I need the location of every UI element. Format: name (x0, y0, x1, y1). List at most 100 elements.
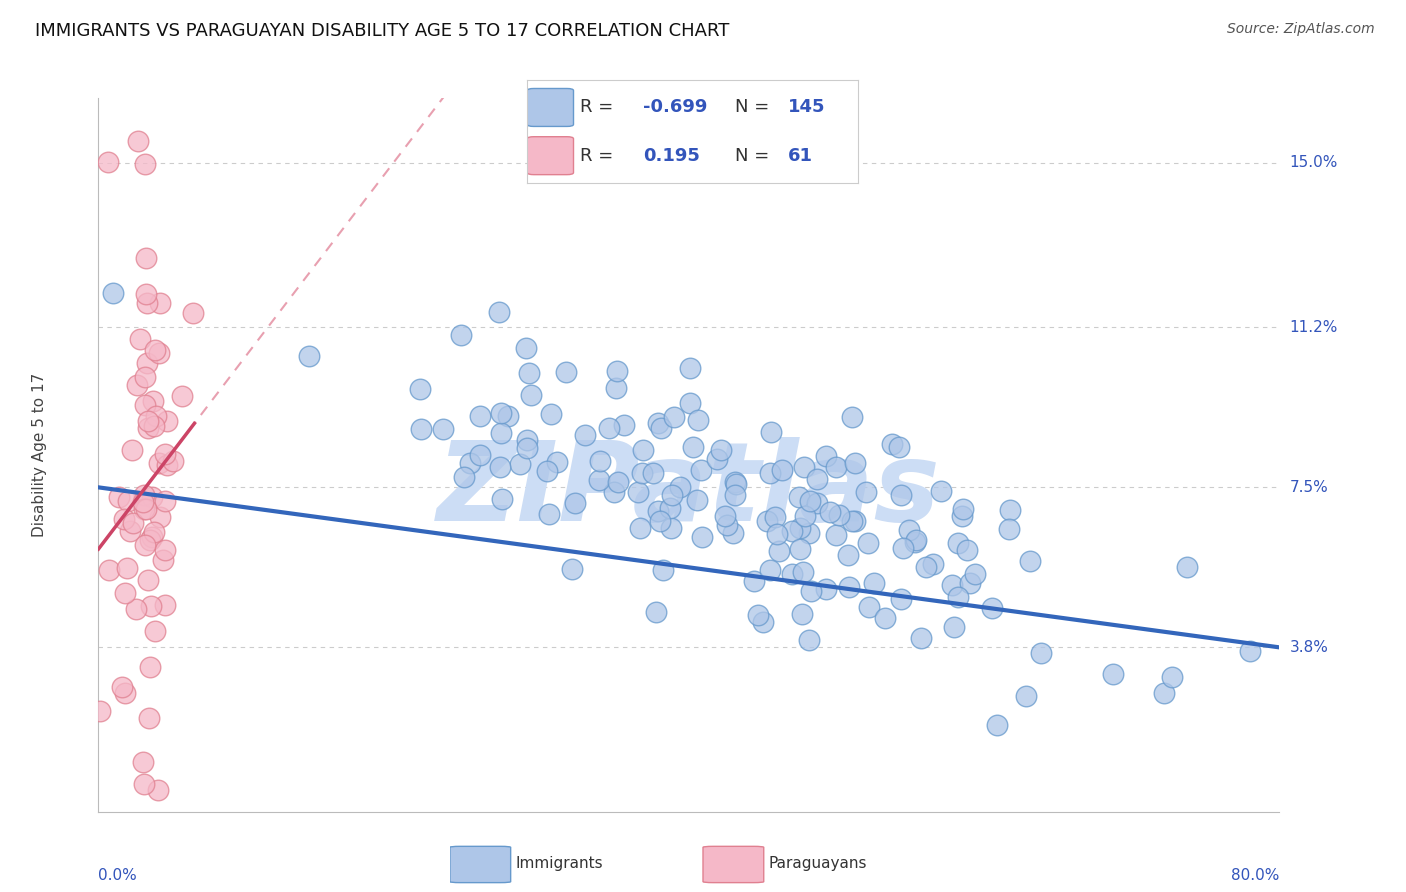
Text: ZIPatlas: ZIPatlas (437, 437, 941, 544)
Text: N =: N = (735, 98, 775, 117)
Point (793, 508, 815, 523)
Point (606, 363, 628, 377)
Point (725, 477, 748, 491)
Point (1175, 560, 1198, 574)
Point (135, 251, 157, 265)
Point (468, 448, 491, 462)
Point (844, 456, 866, 470)
Text: 0.0%: 0.0% (98, 868, 138, 883)
Point (516, 442, 538, 456)
Point (647, 417, 669, 431)
Point (537, 507, 560, 521)
Point (1015, 689, 1038, 703)
Point (132, 501, 155, 516)
Text: N =: N = (735, 146, 775, 165)
Point (959, 575, 981, 590)
Point (153, 446, 176, 460)
Point (143, 418, 166, 433)
Point (491, 491, 513, 506)
Point (125, 602, 148, 616)
Point (645, 606, 668, 620)
FancyBboxPatch shape (527, 88, 574, 127)
Point (747, 607, 769, 622)
Point (789, 542, 811, 557)
Point (768, 544, 790, 558)
Point (659, 520, 682, 534)
Text: 80.0%: 80.0% (1232, 868, 1279, 883)
Point (458, 457, 481, 471)
Point (564, 496, 586, 510)
Point (605, 381, 627, 395)
Point (603, 485, 626, 500)
FancyBboxPatch shape (703, 847, 763, 883)
Point (690, 530, 713, 544)
Point (141, 530, 163, 544)
Point (149, 510, 172, 524)
Point (588, 453, 610, 467)
Point (141, 490, 163, 504)
FancyBboxPatch shape (527, 136, 574, 175)
Point (758, 466, 780, 480)
Point (146, 783, 169, 797)
Text: R =: R = (581, 98, 619, 117)
Point (574, 427, 596, 442)
Point (792, 607, 814, 621)
Point (136, 421, 159, 435)
Point (763, 510, 786, 524)
Point (162, 454, 184, 468)
Point (648, 514, 671, 528)
Point (806, 496, 828, 510)
Point (652, 563, 675, 577)
Point (172, 389, 194, 403)
Point (647, 504, 669, 518)
Point (149, 296, 172, 310)
Point (450, 328, 472, 343)
Point (153, 599, 176, 613)
Point (679, 361, 702, 376)
Point (498, 409, 520, 423)
Point (181, 306, 204, 320)
Text: 15.0%: 15.0% (1289, 155, 1339, 170)
Point (135, 296, 157, 310)
Point (981, 601, 1004, 615)
Point (135, 502, 157, 516)
Point (138, 659, 160, 673)
Point (453, 470, 475, 484)
Point (721, 526, 744, 541)
Point (489, 406, 512, 420)
Point (1101, 666, 1123, 681)
Point (742, 574, 765, 589)
Point (858, 599, 880, 614)
Point (520, 388, 543, 402)
Point (148, 346, 170, 360)
Point (844, 515, 866, 529)
Point (517, 366, 540, 380)
Point (1019, 553, 1042, 567)
Point (132, 488, 155, 502)
Point (132, 756, 155, 770)
Point (724, 488, 747, 502)
Point (138, 711, 160, 725)
Point (148, 456, 170, 470)
Point (904, 533, 927, 547)
Point (118, 524, 141, 538)
Point (143, 525, 166, 540)
Point (880, 437, 903, 451)
Point (814, 449, 837, 463)
Point (97, 563, 120, 577)
Point (89, 704, 111, 718)
Text: Disability Age 5 to 17: Disability Age 5 to 17 (32, 373, 46, 537)
Point (910, 631, 932, 645)
Point (965, 566, 987, 581)
Point (789, 520, 811, 534)
Point (134, 398, 156, 412)
Point (555, 365, 578, 379)
Point (598, 421, 620, 435)
Point (897, 523, 920, 537)
Point (153, 543, 176, 558)
Point (806, 472, 828, 486)
Point (782, 524, 804, 538)
Point (890, 488, 912, 502)
Point (986, 718, 1008, 732)
Point (127, 134, 149, 148)
